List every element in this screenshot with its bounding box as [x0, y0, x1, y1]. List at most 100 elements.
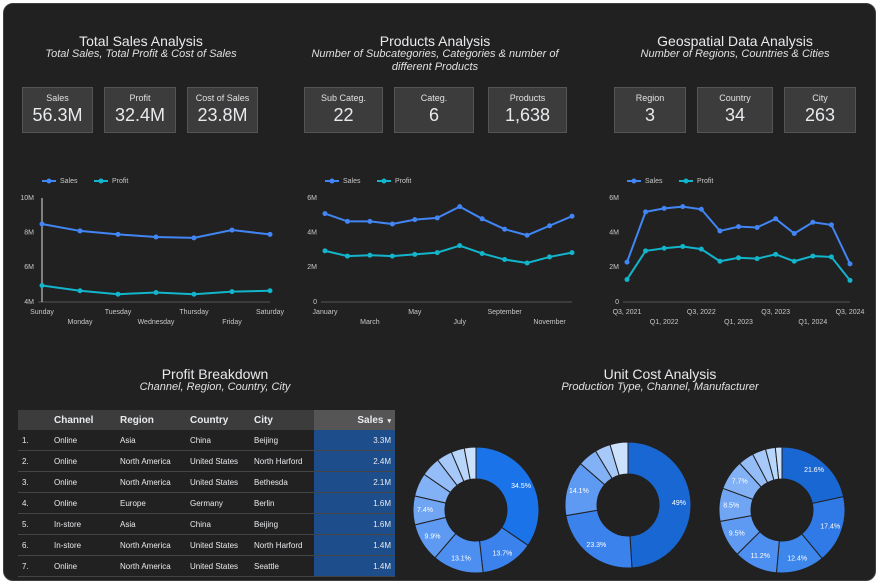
table-cell: Beijing	[250, 430, 314, 451]
point	[479, 250, 485, 256]
header-label: Channel	[54, 414, 94, 426]
section-subtitle: Number of Subcategories, Categories & nu…	[311, 48, 559, 73]
point	[344, 218, 350, 224]
point	[115, 231, 121, 237]
kpi-label: Profit	[129, 93, 151, 103]
kpi-value: 263	[804, 105, 836, 125]
x-tick-label: Saturday	[256, 309, 285, 316]
table-cell: 3.3M	[314, 430, 395, 451]
table-row: 4. Online Europe Germany Berlin 1.6M	[18, 492, 395, 514]
point	[847, 277, 853, 283]
table-cell: 2.1M	[314, 471, 395, 493]
line-series	[324, 205, 573, 237]
y-tick-label: 2M	[609, 264, 619, 271]
point	[191, 291, 197, 297]
kpi-card: Cost of Sales 23.8M	[187, 87, 258, 133]
table-cell: Berlin	[250, 492, 314, 514]
table-cell: Online	[50, 492, 116, 514]
table-row: 7. Online North America United States Seattl…	[18, 555, 395, 577]
table-cell: United States	[186, 450, 250, 472]
kpi-value: 6	[428, 105, 439, 125]
point	[717, 228, 723, 234]
table-cell: United States	[186, 555, 250, 577]
table-row: 6. In-store North America United States Nort…	[18, 534, 395, 556]
section-subtitle: Total Sales, Total Profit & Cost of Sale…	[45, 48, 237, 60]
point	[479, 216, 485, 222]
table-cell: 1.6M	[314, 513, 395, 535]
point	[661, 245, 667, 251]
kpi-value: 23.8M	[197, 105, 248, 125]
point	[754, 256, 760, 262]
slice-label: 14.1%	[569, 488, 589, 495]
kpi-value: 34	[724, 105, 746, 125]
kpi-card: Country 34	[697, 87, 773, 133]
legend-dot	[631, 178, 637, 184]
kpi-value: 1,638	[504, 105, 551, 125]
point	[569, 250, 575, 256]
x-tick-label: November	[533, 319, 566, 326]
point	[153, 234, 159, 240]
point	[367, 252, 373, 258]
table-cell: Asia	[116, 513, 186, 535]
header-cell[interactable]: Sales ▾	[314, 410, 395, 430]
y-tick-label: 10M	[20, 195, 34, 202]
kpi-label: Region	[635, 93, 665, 103]
point	[389, 253, 395, 259]
x-tick-label: Q1, 2024	[798, 319, 827, 326]
header-cell: City	[250, 410, 314, 430]
section-title: Total Sales Analysis	[79, 33, 203, 49]
point	[828, 254, 834, 260]
point	[754, 224, 760, 230]
point	[412, 251, 418, 257]
section-title: Products Analysis	[379, 33, 491, 49]
kpi-label: Categ.	[420, 93, 448, 103]
slice-label: 9.5%	[729, 530, 745, 537]
slice-label: 7.4%	[417, 507, 433, 514]
point	[717, 258, 723, 264]
point	[367, 218, 373, 224]
section-title: Profit Breakdown	[161, 366, 269, 382]
table-cell: 2.	[18, 450, 50, 472]
kpi-card: Products 1,638	[488, 87, 567, 133]
point	[434, 215, 440, 221]
kpi-label: Sub Categ.	[320, 93, 367, 103]
point	[322, 248, 328, 254]
y-tick-label: 6M	[609, 195, 619, 202]
point	[115, 291, 121, 297]
point	[191, 235, 197, 241]
table-cell: 3.	[18, 471, 50, 493]
point	[810, 219, 816, 225]
kpi-label: Products	[509, 93, 546, 103]
pie-slice	[463, 446, 477, 481]
section-subtitle: Number of Regions, Countries & Cities	[640, 48, 830, 60]
table-row: 3. Online North America United States Bethes…	[18, 471, 395, 493]
point	[661, 205, 667, 211]
legend-dot	[98, 178, 104, 184]
table-cell: Seattle	[250, 555, 314, 577]
table-cell: Online	[50, 471, 116, 493]
table-cell: China	[186, 513, 250, 535]
table-cell: 7.	[18, 555, 50, 577]
point	[502, 226, 508, 232]
point	[736, 224, 741, 230]
point	[810, 253, 816, 259]
line-series	[626, 245, 851, 281]
table-cell: 1.	[18, 430, 50, 451]
point	[322, 211, 328, 217]
legend-label: Profit	[112, 178, 128, 185]
point	[791, 231, 797, 237]
kpi-card: Profit 32.4M	[104, 87, 176, 133]
pie-slice	[781, 446, 845, 505]
y-tick-label: 0	[615, 299, 619, 306]
table-cell: North America	[116, 555, 186, 577]
x-tick-label: Q3, 2024	[836, 309, 865, 316]
table-cell: 5.	[18, 513, 50, 535]
line-series	[324, 244, 573, 265]
kpi-value: 56.3M	[32, 105, 83, 125]
legend-label: Sales	[60, 178, 78, 185]
table-cell: Beijing	[250, 513, 314, 535]
point	[457, 204, 463, 210]
sort-icon: ▾	[387, 417, 391, 425]
pie-slice	[627, 441, 692, 569]
